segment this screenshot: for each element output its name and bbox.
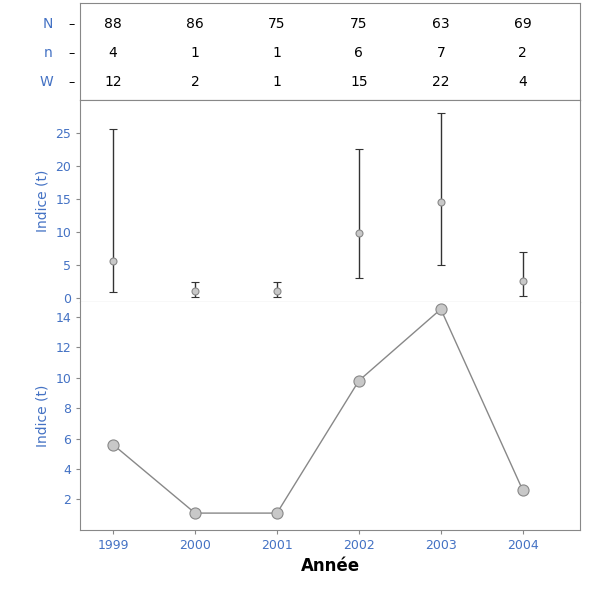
Text: 1: 1 xyxy=(190,46,199,60)
Text: 63: 63 xyxy=(432,17,450,31)
Text: 7: 7 xyxy=(437,46,445,60)
Text: W: W xyxy=(39,75,53,89)
Text: 22: 22 xyxy=(432,75,450,89)
Text: 6: 6 xyxy=(355,46,364,60)
Text: 75: 75 xyxy=(350,17,368,31)
X-axis label: Année: Année xyxy=(300,558,360,575)
Text: 2: 2 xyxy=(518,46,527,60)
Text: 2: 2 xyxy=(190,75,199,89)
Y-axis label: Indice (t): Indice (t) xyxy=(36,384,50,447)
Text: 4: 4 xyxy=(109,46,117,60)
Text: 88: 88 xyxy=(104,17,122,31)
Text: –: – xyxy=(68,76,74,89)
Text: 86: 86 xyxy=(186,17,204,31)
Text: 15: 15 xyxy=(350,75,368,89)
Text: –: – xyxy=(68,18,74,31)
Y-axis label: Indice (t): Indice (t) xyxy=(36,169,50,231)
Text: 1: 1 xyxy=(273,75,281,89)
Text: N: N xyxy=(42,17,53,31)
Text: 69: 69 xyxy=(514,17,532,31)
Text: –: – xyxy=(68,47,74,60)
Text: 1: 1 xyxy=(273,46,281,60)
Text: n: n xyxy=(44,46,53,60)
Text: 12: 12 xyxy=(104,75,122,89)
Text: 75: 75 xyxy=(268,17,286,31)
Text: 4: 4 xyxy=(518,75,527,89)
